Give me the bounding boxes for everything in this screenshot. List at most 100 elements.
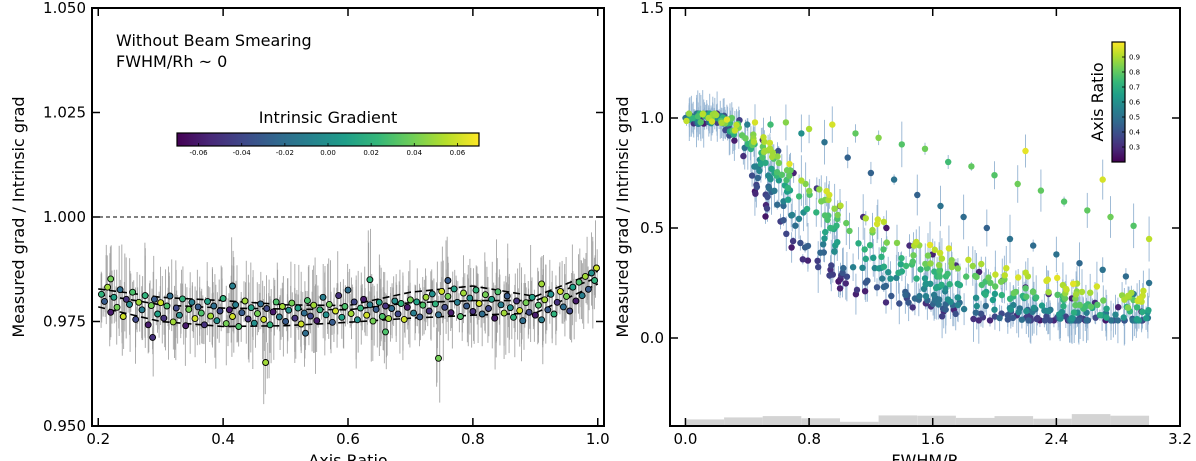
data-point (992, 271, 999, 278)
data-point (1022, 147, 1029, 155)
data-point (179, 295, 186, 303)
data-point (372, 305, 380, 313)
data-point (875, 134, 882, 141)
data-point (786, 172, 793, 179)
data-point (556, 287, 564, 295)
data-point (1099, 176, 1106, 183)
data-point (1096, 311, 1104, 319)
data-point (756, 167, 763, 175)
data-point (588, 269, 595, 277)
data-point (938, 281, 945, 288)
data-point (774, 153, 781, 160)
data-point (313, 317, 321, 325)
data-point (1045, 289, 1052, 296)
data-point (945, 245, 953, 252)
data-point (861, 246, 868, 253)
data-point (419, 301, 427, 309)
data-point (572, 297, 580, 305)
data-point (932, 284, 940, 292)
data-point (416, 313, 424, 321)
data-point (750, 138, 758, 145)
data-point (969, 262, 976, 270)
data-point (116, 286, 124, 294)
data-point (185, 305, 193, 313)
data-point (718, 119, 725, 127)
data-point (817, 249, 824, 256)
right-y-axis-label: Measured grad / Intrinsic grad (613, 96, 632, 337)
data-point (753, 183, 761, 191)
data-point (302, 329, 309, 337)
data-point (880, 283, 887, 291)
data-point (818, 198, 825, 205)
data-point (307, 312, 314, 320)
data-point (1076, 301, 1084, 309)
data-point (1062, 285, 1070, 293)
data-point (960, 305, 968, 313)
data-point (113, 303, 121, 311)
data-point (866, 242, 874, 249)
data-point (1014, 180, 1021, 188)
data-point (110, 293, 118, 301)
data-point (798, 177, 805, 184)
data-point (765, 184, 773, 192)
data-point (1087, 289, 1094, 296)
data-point (410, 309, 418, 317)
histogram-bar (1110, 415, 1150, 426)
data-point (898, 141, 905, 148)
data-point (575, 278, 583, 286)
data-point (422, 293, 430, 301)
data-point (792, 222, 799, 229)
histogram-bar (840, 421, 879, 426)
data-point (816, 186, 823, 193)
histogram-bar (917, 415, 956, 426)
data-point (748, 172, 756, 179)
data-point (873, 220, 881, 228)
data-point (973, 273, 980, 281)
data-point (534, 301, 542, 309)
data-point (503, 292, 511, 300)
data-point (1053, 251, 1060, 258)
data-point (1112, 311, 1119, 318)
data-point (1023, 307, 1030, 315)
data-point (762, 159, 769, 166)
data-point (924, 252, 932, 259)
data-point (1124, 304, 1132, 311)
data-point (391, 297, 399, 305)
histogram-bar (1071, 414, 1111, 426)
data-point (1006, 295, 1014, 302)
data-point (767, 176, 774, 183)
data-point (1038, 302, 1046, 309)
data-point (144, 321, 152, 329)
data-point (316, 306, 324, 314)
data-point (797, 239, 804, 247)
data-point (435, 354, 442, 362)
colorbar-tick-label: 0.7 (1129, 84, 1140, 92)
data-point (742, 135, 749, 142)
data-point (1100, 297, 1107, 304)
data-point (972, 294, 980, 301)
data-point (922, 260, 929, 268)
data-point (878, 253, 885, 260)
data-point (836, 285, 844, 292)
data-point (469, 308, 477, 315)
data-point (752, 163, 760, 170)
data-point (862, 255, 869, 263)
data-point (1139, 308, 1146, 316)
data-point (1004, 312, 1011, 319)
data-point (341, 303, 349, 310)
data-point (213, 317, 221, 325)
data-point (829, 121, 836, 128)
x-tick-label: 3.2 (1168, 430, 1192, 448)
data-point (880, 263, 888, 270)
data-point (780, 217, 787, 224)
data-point (291, 314, 299, 322)
data-point (814, 257, 821, 264)
data-point (989, 296, 997, 304)
left-y-ticks: 0.950 0.975 1.000 1.025 1.050 (43, 0, 604, 435)
data-point (229, 282, 236, 290)
data-point (944, 296, 952, 303)
data-point (1033, 315, 1040, 323)
data-point (867, 169, 875, 177)
data-point (977, 310, 985, 317)
data-point (444, 292, 452, 300)
